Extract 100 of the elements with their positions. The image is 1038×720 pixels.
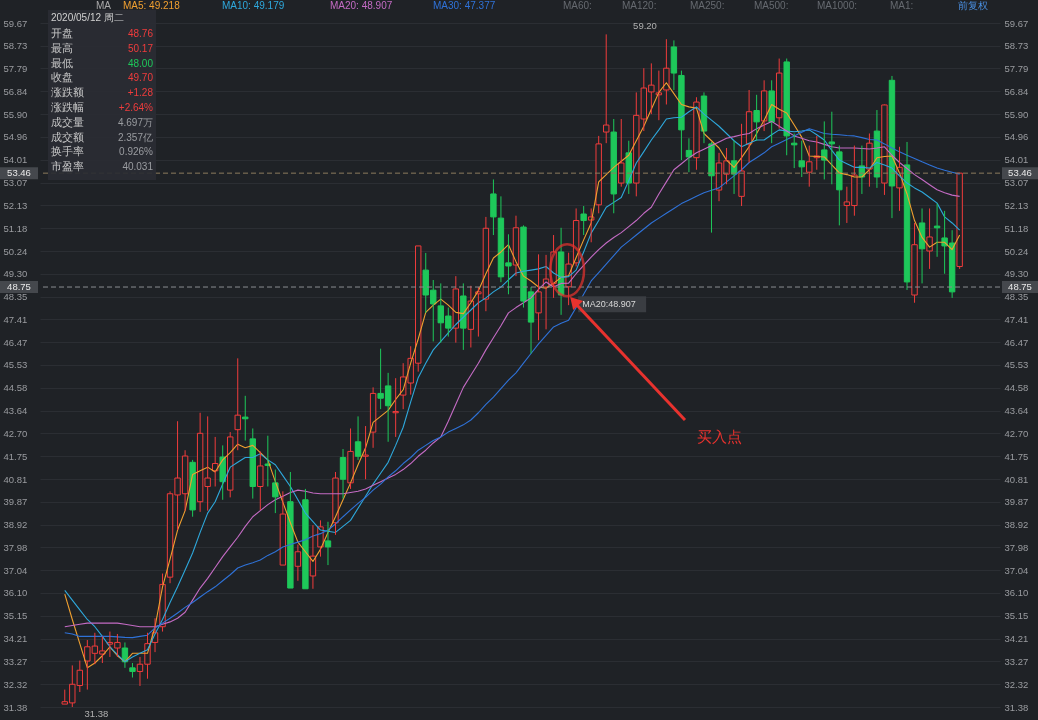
candlestick	[354, 415, 362, 461]
annotation: 最低	[51, 56, 73, 69]
candlestick	[129, 662, 136, 678]
y2-tick-label: 35.15	[1004, 610, 1029, 622]
y2-tick-label: 44.58	[1004, 382, 1029, 394]
y2-tick-label: 46.47	[1004, 336, 1029, 348]
candlestick	[806, 145, 813, 188]
candlestick	[760, 79, 768, 132]
y-tick-label: 41.75	[3, 450, 28, 462]
candlestick	[264, 435, 272, 487]
y-tick-label: 53.07	[3, 177, 28, 189]
text: MA30: 47.377	[433, 0, 496, 11]
annotation: +2.64%	[118, 102, 154, 113]
candlestick	[685, 137, 693, 173]
y2-tick-label: 40.81	[1004, 473, 1029, 485]
annotation: 48.76	[127, 28, 154, 39]
text: 53.46	[7, 167, 31, 179]
y2-tick-label: 37.98	[1004, 541, 1029, 553]
text: MA	[96, 0, 112, 11]
annotation: 市盈率	[51, 160, 84, 173]
candlestick	[227, 431, 234, 498]
y-tick-label: 43.64	[3, 405, 28, 417]
candlestick	[911, 222, 918, 304]
text: MA250:	[690, 0, 725, 11]
y2-tick-label: 51.18	[1004, 222, 1029, 234]
y2-tick-label: 42.70	[1004, 427, 1029, 439]
candlestick	[783, 58, 790, 156]
annotation: 成交量	[51, 115, 84, 128]
y2-tick-label: 54.96	[1004, 131, 1029, 143]
candlestick	[347, 427, 354, 490]
text: MA500:	[754, 0, 789, 11]
annotation: 收盘	[51, 71, 73, 84]
y-tick-label: 33.27	[3, 655, 28, 667]
annotation: 成交额	[51, 130, 84, 143]
y-tick-label: 59.67	[3, 17, 28, 29]
candlestick	[828, 111, 836, 185]
y2-tick-label: 32.32	[1004, 678, 1029, 690]
text: MA20: 48.907	[330, 0, 393, 11]
candlestick	[294, 544, 302, 582]
candlestick	[257, 450, 264, 511]
candlestick	[392, 377, 399, 438]
candlestick	[693, 96, 700, 171]
y2-tick-label: 45.53	[1004, 359, 1029, 371]
candlestick	[324, 521, 332, 566]
candlestick	[339, 448, 347, 500]
y-tick-label: 37.98	[3, 541, 28, 553]
y2-tick-label: 56.84	[1004, 85, 1029, 97]
text: MA5: 49.218	[123, 0, 181, 11]
annotation: 开盘	[51, 27, 73, 39]
y-tick-label: 35.15	[3, 610, 28, 622]
candlestick	[249, 427, 256, 500]
text: 31.38	[84, 708, 109, 719]
candlestick	[670, 39, 678, 91]
candlestick	[775, 58, 783, 130]
y-tick-label: 47.41	[3, 313, 28, 325]
annotation: MA20:48.907	[582, 299, 636, 310]
y-tick-label: 46.47	[3, 336, 28, 348]
y2-tick-label: 57.79	[1004, 62, 1029, 74]
annotation: 0.926%	[119, 146, 154, 158]
y2-tick-label: 33.27	[1004, 655, 1029, 667]
y2-tick-label: 41.75	[1004, 450, 1029, 462]
candlestick	[362, 425, 369, 480]
y-tick-label: 42.70	[3, 427, 28, 439]
candlestick	[753, 94, 760, 142]
y2-tick-label: 38.92	[1004, 519, 1029, 531]
y-tick-label: 39.87	[3, 496, 28, 508]
annotation: 49.70	[127, 72, 154, 84]
y-tick-label: 56.84	[3, 85, 28, 97]
text: MA1000:	[817, 0, 858, 11]
text: MA60:	[563, 0, 592, 11]
candlestick	[738, 123, 745, 207]
y-tick-label: 51.18	[3, 222, 28, 234]
y2-tick-label: 37.04	[1004, 564, 1029, 576]
annotation: 换手率	[51, 145, 84, 158]
y2-tick-label: 49.30	[1004, 268, 1029, 280]
candlestick	[603, 33, 610, 144]
y-tick-label: 55.90	[3, 108, 28, 120]
candlestick	[580, 205, 587, 236]
y-tick-label: 40.81	[3, 473, 28, 485]
candlestick	[189, 459, 196, 518]
annotation: 涨跌额	[51, 86, 84, 99]
y-tick-label: 38.92	[3, 519, 28, 531]
text: MA10: 49.179	[222, 0, 285, 11]
candlestick	[708, 141, 715, 234]
y-tick-label: 48.35	[3, 291, 28, 303]
ref-line-label: 48.75	[1008, 281, 1032, 293]
y-tick-label: 32.32	[3, 678, 28, 690]
y-tick-label: 54.96	[3, 131, 28, 143]
candlestick	[535, 253, 542, 341]
y2-tick-label: 59.67	[1004, 17, 1029, 29]
candlestick	[768, 79, 775, 144]
text: 前复权	[958, 0, 988, 11]
y2-tick-label: 54.01	[1004, 154, 1029, 166]
candlestick	[926, 207, 933, 270]
candlestick	[610, 118, 617, 214]
y2-tick-label: 47.41	[1004, 313, 1029, 325]
y-tick-label: 31.38	[3, 701, 28, 713]
candlestick	[821, 120, 828, 180]
annotation: 50.17	[127, 42, 154, 54]
annotation: 涨跌幅	[51, 101, 84, 113]
